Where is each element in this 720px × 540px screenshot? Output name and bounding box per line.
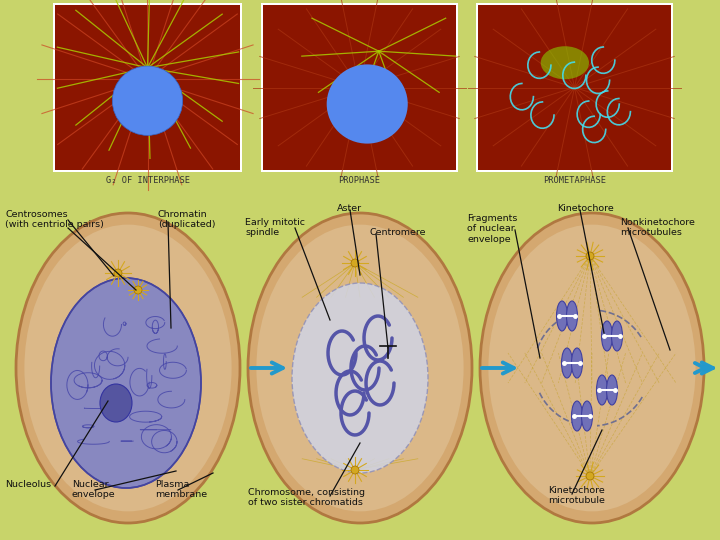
Ellipse shape [24,225,232,511]
Text: Chromatin
(duplicated): Chromatin (duplicated) [158,210,215,230]
Bar [476,3,673,172]
Bar [261,3,458,172]
Ellipse shape [541,46,589,79]
Text: Centromere: Centromere [370,228,426,237]
Bar [55,5,240,170]
Text: PROMETAPHASE: PROMETAPHASE [543,176,606,185]
Ellipse shape [572,348,582,378]
Ellipse shape [582,401,593,431]
Ellipse shape [611,321,623,351]
Circle shape [114,269,122,277]
Text: Nucleolus: Nucleolus [5,480,51,489]
Text: Plasma
membrane: Plasma membrane [155,480,207,500]
Text: Kinetochore: Kinetochore [557,204,613,213]
Text: Chromosome, consisting
of two sister chromatids: Chromosome, consisting of two sister chr… [248,488,365,508]
Ellipse shape [601,321,613,351]
Circle shape [134,286,142,294]
Ellipse shape [112,66,183,136]
Bar [478,5,671,170]
Ellipse shape [567,301,577,331]
Text: Fragments
of nuclear
envelope: Fragments of nuclear envelope [467,214,518,244]
Text: Aster: Aster [337,204,362,213]
Bar [53,3,242,172]
Ellipse shape [596,375,608,405]
Text: G₂ OF INTERPHASE: G₂ OF INTERPHASE [106,176,189,185]
Text: Nonkinetochore
microtubules: Nonkinetochore microtubules [620,218,695,238]
Text: Kinetochore
microtubule: Kinetochore microtubule [548,486,605,505]
Circle shape [586,472,594,480]
Ellipse shape [562,348,572,378]
Ellipse shape [606,375,618,405]
Ellipse shape [480,213,704,523]
Text: Nuclear
envelope: Nuclear envelope [72,480,116,500]
Circle shape [586,252,594,260]
Text: Centrosomes
(with centriole pairs): Centrosomes (with centriole pairs) [5,210,104,230]
Circle shape [351,466,359,474]
Text: Early mitotic
spindle: Early mitotic spindle [245,218,305,238]
Ellipse shape [100,384,132,422]
Bar [263,5,456,170]
Ellipse shape [51,278,201,488]
Text: PROPHASE: PROPHASE [338,176,380,185]
Circle shape [351,259,359,267]
Ellipse shape [488,225,696,511]
Ellipse shape [557,301,567,331]
Ellipse shape [248,213,472,523]
Ellipse shape [572,401,582,431]
Ellipse shape [256,225,464,511]
Ellipse shape [292,283,428,473]
Ellipse shape [327,64,408,144]
Ellipse shape [16,213,240,523]
